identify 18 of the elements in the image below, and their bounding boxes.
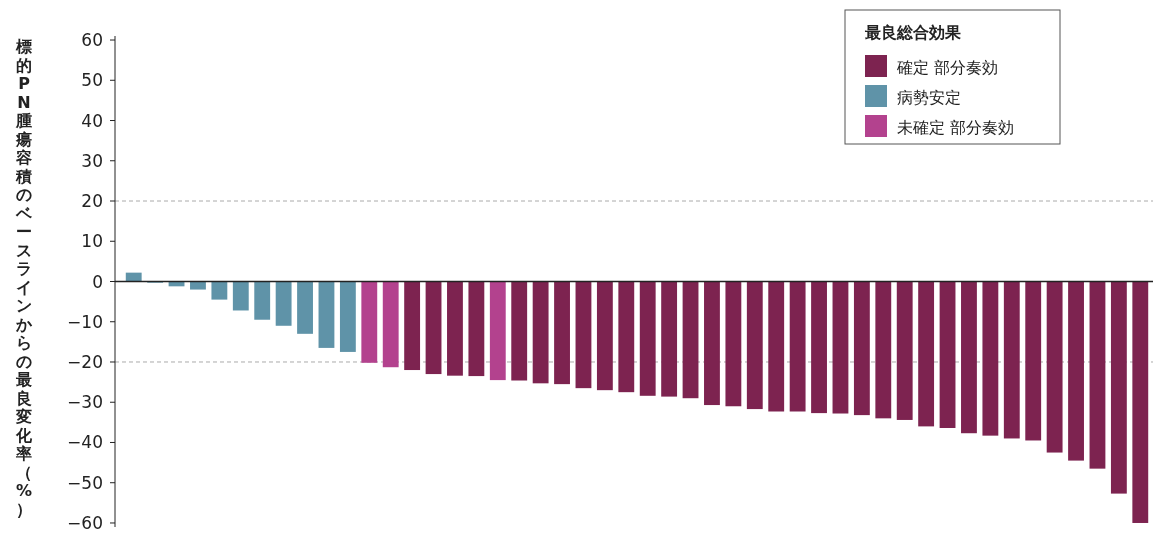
y-tick-label: 60 [81, 30, 103, 51]
y-tick-label: −50 [67, 472, 103, 493]
y-tick-label: 40 [81, 110, 103, 131]
y-tick-label: −10 [67, 311, 103, 332]
y-tick-label: −40 [67, 432, 103, 453]
legend-label: 病勢安定 [897, 88, 961, 107]
y-tick-label: −20 [67, 351, 103, 372]
y-tick-label: 20 [81, 191, 103, 212]
y-tick-label: 30 [81, 150, 103, 171]
y-axis-title: 標的PN腫瘍容積のベースラインからの最良変化率（%） [16, 37, 32, 519]
y-tick-label: 10 [81, 231, 103, 252]
legend-title: 最良総合効果 [864, 23, 962, 42]
legend-label: 未確定 部分奏効 [897, 118, 1015, 137]
y-tick-label: 50 [81, 70, 103, 91]
y-tick-label: 0 [92, 271, 103, 292]
y-tick-label: −30 [67, 392, 103, 413]
y-tick-label: −60 [67, 512, 103, 533]
legend-label: 確定 部分奏効 [896, 58, 999, 77]
